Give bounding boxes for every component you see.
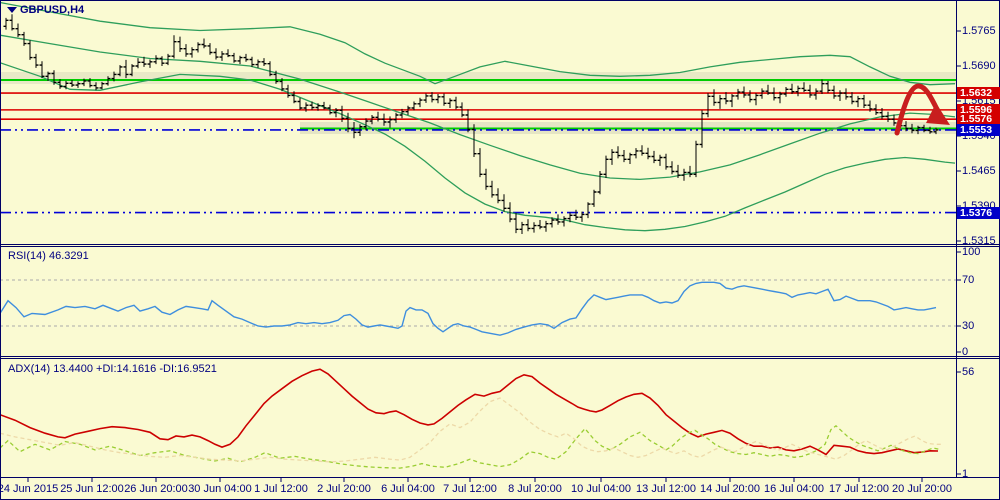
time-axis-label: 10 Jul 04:00 — [571, 483, 631, 495]
time-axis-label: 20 Jul 20:00 — [892, 483, 952, 495]
rsi-line — [0, 281, 937, 336]
adx-series-minus-di — [0, 397, 941, 463]
trend-arrow-head-icon — [926, 103, 950, 125]
time-axis-label: 14 Jul 20:00 — [700, 483, 760, 495]
bollinger-upper-band — [0, 1, 956, 86]
bollinger-lower-band — [0, 62, 956, 232]
rsi-axis-label: 100 — [962, 245, 981, 258]
rsi-axis-label: 0 — [962, 345, 969, 358]
price-badge-1.5376: 1.5376 — [957, 206, 1000, 219]
time-axis-label: 25 Jun 12:00 — [60, 483, 124, 495]
time-axis-label: 24 Jun 2015 — [0, 483, 59, 495]
time-axis-label: 7 Jul 12:00 — [443, 483, 497, 495]
price-axis-label: 1.5615 — [962, 94, 996, 107]
bollinger-middle-band — [0, 34, 956, 181]
price-badge-1.5596: 1.5596 — [957, 103, 1000, 116]
adx-axis-label: 56 — [962, 365, 975, 378]
price-axis-label: 1.5390 — [962, 199, 996, 212]
price-badge-1.5553: 1.5553 — [957, 123, 1000, 136]
time-axis-label: 26 Jun 20:00 — [124, 483, 188, 495]
price-badge-1.5576: 1.5576 — [957, 113, 1000, 126]
time-axis-label: 6 Jul 04:00 — [381, 483, 435, 495]
price-axis-label: 1.5690 — [962, 59, 996, 72]
price-axis-label: 1.5765 — [962, 24, 996, 37]
time-axis-label: 1 Jul 12:00 — [254, 483, 308, 495]
ohlc-ticks — [3, 19, 939, 230]
time-axis-label: 13 Jul 12:00 — [636, 483, 696, 495]
adx-series-adx — [0, 368, 939, 456]
rsi-axis-label: 30 — [962, 319, 975, 332]
rsi-indicator-label: RSI(14) 46.3291 — [8, 250, 89, 262]
time-axis-label: 30 Jun 04:00 — [188, 483, 252, 495]
price-axis-label: 1.5465 — [962, 164, 996, 177]
time-axis-label: 16 Jul 04:00 — [764, 483, 824, 495]
time-axis-label: 2 Jul 20:00 — [317, 483, 371, 495]
price-axis-label: 1.5315 — [962, 234, 996, 247]
highlight-band-upper — [0, 72, 956, 84]
symbol-dropdown-icon[interactable] — [7, 7, 17, 13]
trend-arrow-annotation[interactable] — [894, 83, 943, 136]
time-axis-label: 17 Jul 12:00 — [829, 483, 889, 495]
rsi-axis-label: 70 — [962, 273, 975, 286]
time-axis-label: 8 Jul 20:00 — [508, 483, 562, 495]
adx-indicator-label: ADX(14) 13.4400 +DI:14.1616 -DI:16.9521 — [8, 363, 217, 375]
axis-ticks — [27, 30, 961, 482]
price-badge-1.5632: 1.5632 — [957, 87, 1000, 100]
adx-axis-label: 1 — [962, 467, 969, 480]
symbol-label[interactable]: GBPUSD,H4 — [20, 4, 85, 16]
